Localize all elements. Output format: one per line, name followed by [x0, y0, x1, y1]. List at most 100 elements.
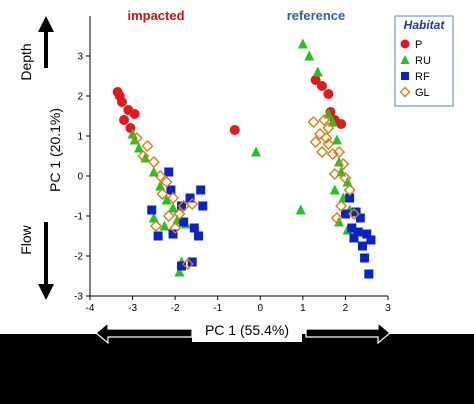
data-point-gl: [320, 132, 333, 144]
data-point-rf: [168, 229, 178, 239]
data-points: [112, 38, 376, 279]
flow-arrow: [38, 222, 54, 300]
data-point-ru: [297, 38, 308, 49]
data-point-ru: [334, 156, 345, 167]
data-point-gl: [130, 132, 143, 144]
data-point-gl: [347, 208, 360, 220]
data-point-ru: [329, 184, 340, 195]
data-point-rf: [198, 201, 208, 211]
legend-label-ru: RU: [415, 55, 431, 67]
x-axis-title: PC 1 (55.4%): [205, 322, 289, 338]
data-point-ru: [168, 202, 179, 213]
data-point-rf: [357, 241, 367, 251]
depth-arrow: [38, 16, 54, 68]
y-tick-label: 2: [77, 92, 83, 103]
data-point-rf: [194, 231, 204, 241]
data-point-gl: [333, 146, 346, 158]
data-point-rf: [196, 185, 206, 195]
data-point-rf: [364, 269, 374, 279]
data-point-gl: [309, 136, 322, 148]
y-tick-label: 1: [77, 132, 83, 143]
x-tick-label: 1: [300, 303, 306, 314]
data-point-gl: [339, 172, 352, 184]
legend-marker-gl: [399, 86, 411, 98]
data-point-gl: [326, 148, 339, 160]
data-point-gl: [328, 168, 341, 180]
data-point-rf: [355, 213, 365, 223]
data-point-rf: [349, 233, 359, 243]
data-point-gl: [186, 198, 199, 210]
data-point-ru: [312, 66, 323, 77]
legend-label-rf: RF: [415, 71, 430, 83]
data-point-rf: [153, 231, 163, 241]
data-point-rf: [177, 201, 187, 211]
data-point-gl: [181, 258, 194, 270]
x-tick-label: -3: [128, 303, 137, 314]
data-point-p: [129, 109, 140, 119]
data-point-rf: [366, 235, 376, 245]
data-point-rf: [185, 193, 195, 203]
data-point-rf: [360, 253, 370, 263]
data-point-gl: [316, 146, 329, 158]
data-point-rf: [353, 227, 363, 237]
data-point-ru: [174, 266, 185, 277]
right-horizontal-arrow: [305, 321, 391, 345]
y-tick-label: -1: [74, 212, 83, 223]
data-point-ru: [304, 50, 315, 61]
data-point-ru: [159, 220, 170, 231]
depth-label: Depth: [18, 43, 34, 80]
data-point-p: [119, 115, 130, 125]
data-point-gl: [330, 212, 343, 224]
data-point-gl: [322, 122, 335, 134]
data-point-ru: [331, 134, 342, 145]
x-tick-label: -2: [171, 303, 180, 314]
x-tick-label: -1: [213, 303, 222, 314]
data-point-p: [323, 89, 334, 99]
legend-marker-ru: [400, 55, 410, 64]
data-point-rf: [147, 205, 157, 215]
data-point-p: [310, 75, 321, 85]
data-point-gl: [307, 116, 320, 128]
data-point-ru: [295, 204, 306, 215]
data-point-rf: [187, 257, 197, 267]
data-point-gl: [149, 220, 162, 232]
legend-title: Habitat: [404, 18, 446, 32]
data-point-ru: [155, 180, 166, 191]
y-tick-label: -3: [74, 292, 83, 303]
data-point-gl: [318, 114, 331, 126]
flow-label: Flow: [18, 224, 34, 254]
data-point-rf: [189, 223, 199, 233]
data-point-rf: [347, 223, 357, 233]
x-tick-label: 2: [343, 303, 349, 314]
data-point-ru: [251, 146, 262, 157]
y-tick-label: 0: [77, 172, 83, 183]
y-tick-label: 3: [77, 52, 83, 63]
data-point-gl: [141, 140, 154, 152]
data-point-ru: [148, 212, 159, 223]
data-point-gl: [156, 188, 169, 200]
reference-annotation: reference: [287, 8, 346, 23]
x-tick-label: 0: [258, 303, 264, 314]
data-point-gl: [335, 200, 348, 212]
x-tick-label: -4: [86, 303, 95, 314]
data-point-gl: [343, 184, 356, 196]
x-tick-label: 3: [385, 303, 391, 314]
legend-label-gl: GL: [415, 87, 430, 99]
data-point-rf: [179, 217, 189, 227]
x-axis-title-box: [192, 318, 302, 342]
data-point-gl: [337, 158, 350, 170]
legend: Habitat P RU RF GL: [394, 15, 454, 107]
data-point-gl: [173, 208, 186, 220]
data-point-gl: [313, 128, 326, 140]
data-point-ru: [161, 194, 172, 205]
data-point-gl: [154, 170, 167, 182]
data-point-ru: [133, 142, 144, 153]
data-point-gl: [147, 156, 160, 168]
impacted-annotation: impacted: [127, 8, 184, 23]
data-point-rf: [340, 209, 350, 219]
legend-label-p: P: [415, 39, 422, 51]
data-point-rf: [345, 193, 355, 203]
